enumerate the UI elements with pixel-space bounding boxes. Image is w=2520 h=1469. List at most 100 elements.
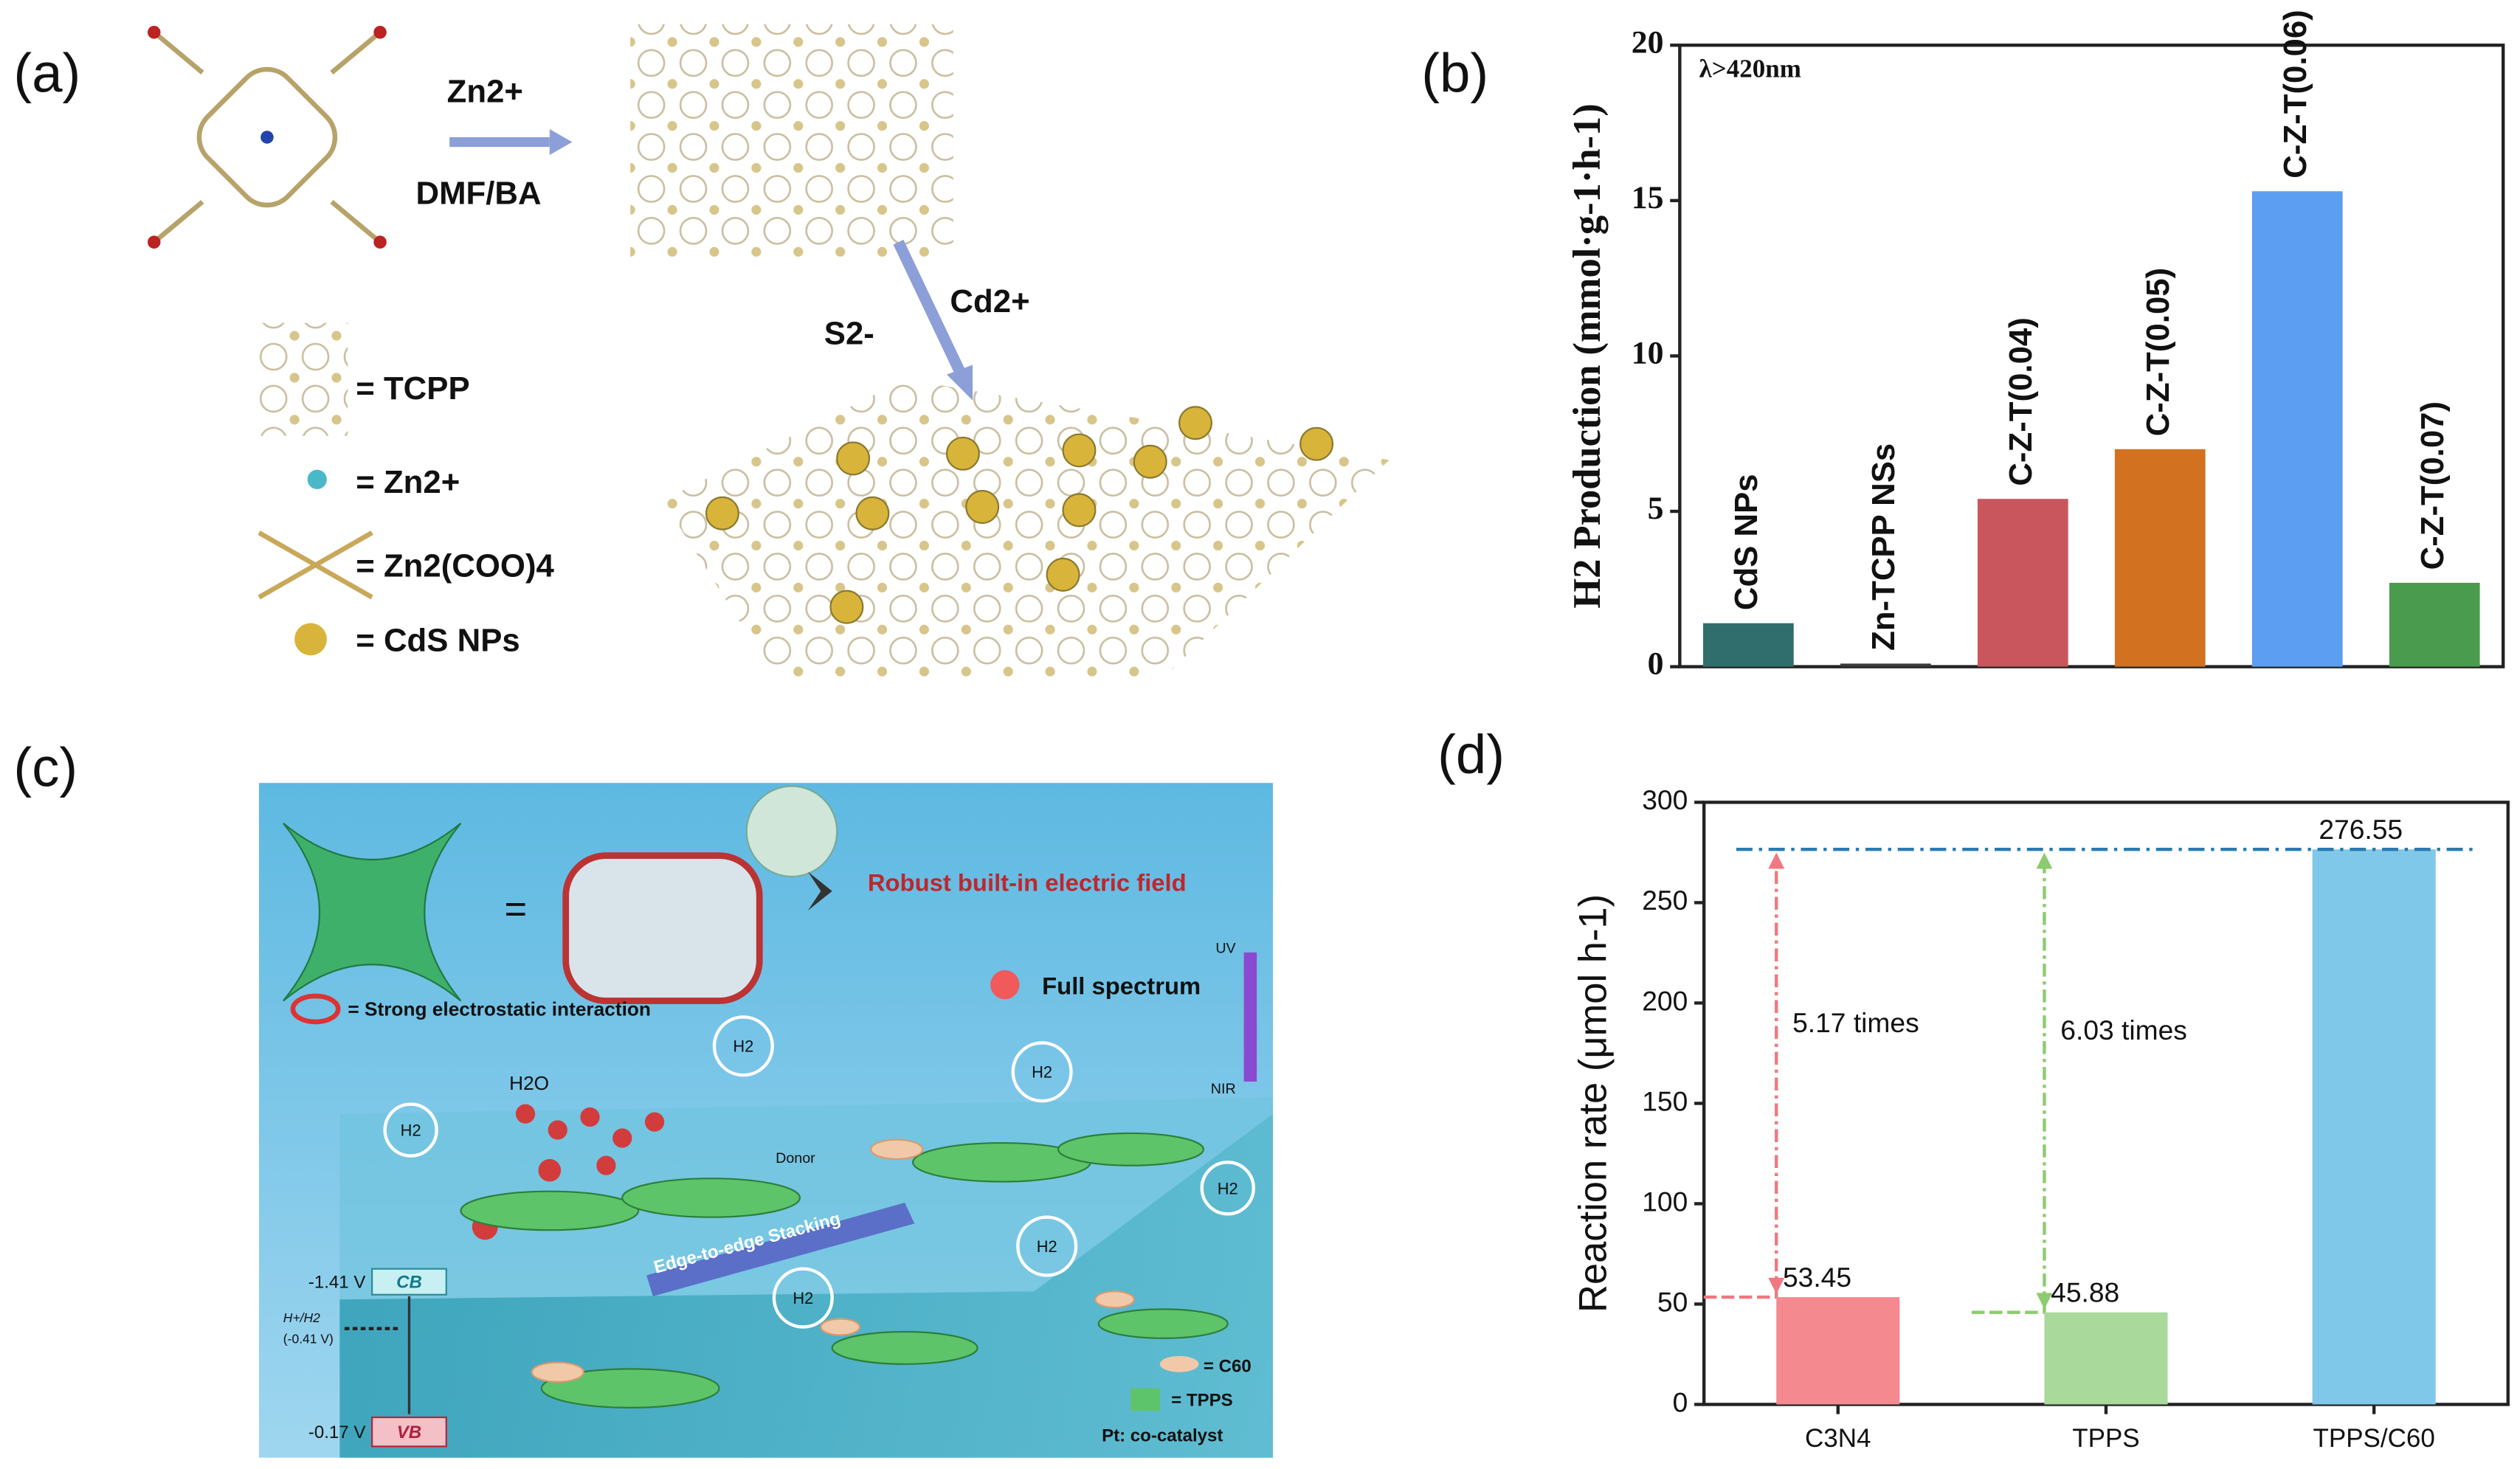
bar bbox=[2251, 191, 2343, 667]
y-tick-label: 0 bbox=[1648, 646, 1664, 682]
arrow-head bbox=[1768, 852, 1785, 869]
y-tick-label: 200 bbox=[1642, 985, 1688, 1016]
y-tick-label: 15 bbox=[1632, 180, 1664, 215]
legend-icon bbox=[258, 530, 373, 600]
bar bbox=[2312, 849, 2436, 1405]
legend-icon bbox=[307, 469, 327, 489]
arrow-head bbox=[2036, 852, 2053, 869]
legend-a: = TCPP = Zn2+ = Zn2(COO)4 = CdS NPs bbox=[258, 322, 555, 658]
ratio-label: 5.17 times bbox=[1792, 1007, 1919, 1038]
legend-icon bbox=[1159, 1355, 1199, 1372]
category-label: C3N4 bbox=[1805, 1424, 1871, 1453]
value-label: 53.45 bbox=[1783, 1262, 1851, 1293]
arrow-head bbox=[1768, 1277, 1785, 1294]
y-tick-label: 10 bbox=[1632, 335, 1664, 370]
y-axis-label: H2 Production (mmol·g-1·h-1) bbox=[1566, 103, 1609, 608]
value-label: 276.55 bbox=[2319, 814, 2403, 845]
panel-label: (b) bbox=[1421, 43, 1488, 104]
panel-a: Zn2+ DMF/BA S2- Cd2+ = TCPP = Zn2+ = Zn2… bbox=[148, 24, 1390, 678]
uv-label: UV bbox=[1215, 941, 1236, 957]
value-label: 45.88 bbox=[2051, 1276, 2119, 1307]
equals: = bbox=[505, 888, 528, 931]
y-tick-label: 300 bbox=[1642, 784, 1688, 815]
category-label: C-Z-T(0.04) bbox=[2003, 317, 2039, 485]
legend-label: = C60 bbox=[1204, 1357, 1252, 1377]
light-label: Full spectrum bbox=[1042, 972, 1201, 1000]
stacking-arrow bbox=[646, 1202, 915, 1296]
arrow bbox=[893, 239, 965, 374]
redox-potential: (-0.41 V) bbox=[283, 1332, 334, 1347]
bar bbox=[1776, 1297, 1900, 1405]
panel-label: (a) bbox=[13, 43, 80, 104]
vb-potential: -0.17 V bbox=[308, 1423, 366, 1442]
panel-label: (c) bbox=[13, 736, 77, 798]
bar bbox=[1840, 663, 1931, 667]
category-label: TPPS bbox=[2072, 1424, 2139, 1453]
bar bbox=[2114, 449, 2206, 667]
catalyst-label: Pt: co-catalyst bbox=[1102, 1426, 1223, 1446]
y-tick-label: 5 bbox=[1648, 491, 1664, 526]
legend-label: = TCPP bbox=[356, 370, 469, 407]
h2-label: H2 bbox=[733, 1037, 753, 1056]
legend-icon bbox=[258, 322, 348, 436]
category-label: C-Z-T(0.07) bbox=[2414, 401, 2451, 570]
interaction-label: = Strong electrostatic interaction bbox=[348, 998, 651, 1020]
h2-bubbles bbox=[383, 1015, 1255, 1329]
water-label: H2O bbox=[509, 1072, 549, 1094]
cb-box bbox=[371, 1268, 447, 1296]
c60-molecule bbox=[745, 785, 838, 878]
h2-label: H2 bbox=[1037, 1237, 1057, 1256]
nir-label: NIR bbox=[1211, 1081, 1236, 1097]
reagent: Cd2+ bbox=[950, 283, 1029, 319]
y-tick-label: 0 bbox=[1673, 1386, 1688, 1417]
legend-label: = Zn2+ bbox=[356, 464, 460, 500]
legend-icon bbox=[294, 623, 327, 656]
legend-label: = TPPS bbox=[1171, 1390, 1233, 1410]
category-label: C-Z-T(0.06) bbox=[2277, 10, 2313, 178]
y-tick-label: 20 bbox=[1632, 24, 1664, 60]
chevron bbox=[807, 871, 832, 910]
cds-particles bbox=[705, 406, 1334, 624]
h2-label: H2 bbox=[793, 1289, 813, 1307]
redox-label: H+/H2 bbox=[283, 1310, 320, 1325]
y-tick-label: 100 bbox=[1642, 1186, 1688, 1217]
bar bbox=[2389, 582, 2480, 667]
plot-frame bbox=[1678, 44, 2505, 668]
cb-label: CB bbox=[396, 1273, 422, 1293]
reagent: S2- bbox=[824, 316, 874, 352]
y-tick-label: 250 bbox=[1642, 885, 1688, 916]
bar bbox=[2044, 1312, 2168, 1405]
tpps-shape bbox=[282, 822, 462, 1002]
solvent: DMF/BA bbox=[415, 175, 541, 211]
sun bbox=[990, 969, 1020, 1000]
h2-label: H2 bbox=[401, 1121, 421, 1140]
scheme-title: Robust built-in electric field bbox=[868, 869, 1187, 896]
donor-label: Donor bbox=[776, 1150, 815, 1166]
h2-label: H2 bbox=[1218, 1179, 1238, 1197]
mof-lattice bbox=[630, 24, 953, 259]
arrow-head bbox=[2036, 1293, 2053, 1310]
c60-discs bbox=[531, 1138, 1135, 1383]
bar bbox=[1977, 499, 2068, 667]
legend-label: = Zn2(COO)4 bbox=[356, 548, 554, 584]
category-label: CdS NPs bbox=[1728, 474, 1764, 610]
vb-label: VB bbox=[397, 1423, 421, 1442]
reagent: Zn2+ bbox=[447, 73, 523, 109]
y-tick-label: 150 bbox=[1642, 1085, 1688, 1116]
cds-mof-lattice bbox=[662, 379, 1390, 678]
spectrum-bar bbox=[1243, 952, 1257, 1082]
tcpp-molecule bbox=[148, 26, 387, 249]
category-label: C-Z-T(0.05) bbox=[2140, 268, 2176, 436]
category-label: Zn-TCPP NSs bbox=[1865, 443, 1902, 651]
y-axis-label: Reaction rate (μmol h-1) bbox=[1571, 894, 1615, 1313]
category-label: TPPS/C60 bbox=[2313, 1424, 2434, 1453]
bar bbox=[1702, 623, 1794, 667]
panel-label: (d) bbox=[1437, 724, 1505, 785]
legend-label: = CdS NPs bbox=[356, 622, 519, 658]
y-tick-label: 50 bbox=[1657, 1286, 1688, 1317]
arrow-head bbox=[549, 129, 573, 156]
panel-c: = Robust built-in electric field = Stron… bbox=[258, 783, 1274, 1458]
